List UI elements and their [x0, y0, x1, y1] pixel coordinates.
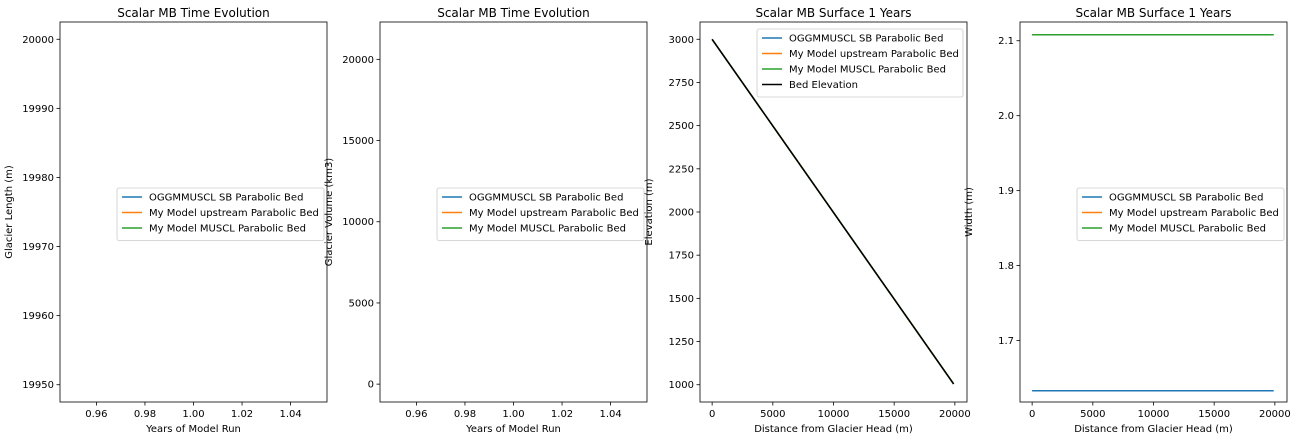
legend-entry: My Model upstream Parabolic Bed [789, 49, 959, 60]
legend-entry: Bed Elevation [789, 80, 858, 91]
x-tick-label: 1.04 [599, 409, 621, 420]
y-tick-label: 1.9 [998, 186, 1014, 197]
x-tick-label: 15000 [878, 409, 910, 420]
legend-entry: OGGMMUSCL SB Parabolic Bed [1109, 193, 1263, 204]
y-axis-label: Width (m) [964, 187, 975, 237]
y-tick-label: 1000 [669, 380, 694, 391]
legend-entry: My Model upstream Parabolic Bed [1109, 208, 1279, 219]
y-tick-label: 19980 [22, 173, 54, 184]
legend-frame [116, 187, 325, 241]
legend: OGGMMUSCL SB Parabolic Bed My Model upstr… [116, 187, 325, 241]
y-axis-label: Glacier Volume (km3) [324, 158, 335, 267]
y-tick-label: 1500 [669, 294, 694, 305]
y-tick-label: 20000 [342, 55, 374, 66]
chart-title: Scalar MB Surface 1 Years [1075, 6, 1231, 20]
subplot-3: Scalar MB Surface 1 Years 0 5000 10000 15000… [644, 6, 971, 435]
y-tick-label: 2750 [669, 78, 694, 89]
x-tick-label: 10000 [818, 409, 850, 420]
subplot-2: Scalar MB Time Evolution 0.96 0.98 1.00 1.02… [324, 6, 648, 435]
chart-title: Scalar MB Time Evolution [117, 6, 270, 20]
x-axis-label: Distance from Glacier Head (m) [754, 424, 913, 435]
x-tick-label: 1.04 [279, 409, 301, 420]
x-axis-label: Years of Model Run [465, 424, 561, 435]
legend-entry: OGGMMUSCL SB Parabolic Bed [789, 34, 943, 45]
x-tick-label: 0.96 [85, 409, 107, 420]
y-axis-label: Elevation (m) [644, 178, 655, 245]
x-tick-label: 0.98 [134, 409, 156, 420]
legend-frame [756, 28, 964, 98]
legend-entry: OGGMMUSCL SB Parabolic Bed [149, 193, 303, 204]
x-axis-label: Distance from Glacier Head (m) [1074, 424, 1233, 435]
x-tick-label: 1.02 [231, 409, 253, 420]
x-tick-label: 10000 [1138, 409, 1170, 420]
x-axis-label: Years of Model Run [145, 424, 241, 435]
y-tick-label: 19950 [22, 380, 54, 391]
y-tick-label: 1250 [669, 337, 694, 348]
y-tick-label: 1.7 [998, 336, 1014, 347]
legend: OGGMMUSCL SB Parabolic Bed My Model upstr… [1076, 187, 1285, 241]
y-tick-label: 19990 [22, 104, 54, 115]
chart-title: Scalar MB Time Evolution [437, 6, 590, 20]
x-tick-label: 0.98 [454, 409, 476, 420]
y-axis-label: Glacier Length (m) [4, 165, 15, 259]
y-tick-label: 0 [368, 380, 374, 391]
x-tick-label: 0 [1029, 409, 1035, 420]
y-tick-label: 1.8 [998, 261, 1014, 272]
legend-entry: My Model MUSCL Parabolic Bed [1109, 224, 1266, 235]
y-tick-label: 1750 [669, 251, 694, 262]
y-tick-label: 2000 [669, 208, 694, 219]
legend: OGGMMUSCL SB Parabolic Bed My Model upstr… [436, 187, 645, 241]
legend: OGGMMUSCL SB Parabolic Bed My Model upstr… [756, 28, 964, 98]
y-tick-label: 5000 [349, 298, 374, 309]
y-tick-label: 2500 [669, 121, 694, 132]
legend-entry: My Model upstream Parabolic Bed [469, 208, 639, 219]
legend-entry: My Model MUSCL Parabolic Bed [149, 224, 306, 235]
legend-entry: My Model upstream Parabolic Bed [149, 208, 319, 219]
legend-frame [1076, 187, 1285, 241]
y-tick-label: 3000 [669, 35, 694, 46]
x-tick-label: 20000 [1259, 409, 1291, 420]
y-tick-label: 2250 [669, 164, 694, 175]
x-tick-label: 5000 [760, 409, 785, 420]
y-tick-label: 19960 [22, 311, 54, 322]
chart-title: Scalar MB Surface 1 Years [755, 6, 911, 20]
y-tick-label: 20000 [22, 35, 54, 46]
x-tick-label: 0.96 [405, 409, 427, 420]
x-tick-label: 1.00 [182, 409, 204, 420]
x-tick-label: 1.00 [502, 409, 524, 420]
subplot-1: Scalar MB Time Evolution 0.96 0.98 1.00 1.02… [4, 6, 328, 435]
legend-entry: OGGMMUSCL SB Parabolic Bed [469, 193, 623, 204]
series-line-4 [711, 38, 955, 385]
x-tick-label: 5000 [1080, 409, 1105, 420]
y-tick-label: 2.0 [998, 111, 1014, 122]
x-tick-label: 15000 [1198, 409, 1230, 420]
legend-entry: My Model MUSCL Parabolic Bed [789, 65, 946, 76]
x-tick-label: 20000 [939, 409, 971, 420]
x-tick-label: 0 [709, 409, 715, 420]
legend-entry: My Model MUSCL Parabolic Bed [469, 224, 626, 235]
y-tick-label: 15000 [342, 136, 374, 147]
y-tick-label: 2.1 [998, 36, 1014, 47]
subplot-4: Scalar MB Surface 1 Years 0 5000 10000 15000… [964, 6, 1291, 435]
y-tick-label: 10000 [342, 217, 374, 228]
legend-frame [436, 187, 645, 241]
x-tick-label: 1.02 [551, 409, 573, 420]
y-tick-label: 19970 [22, 242, 54, 253]
